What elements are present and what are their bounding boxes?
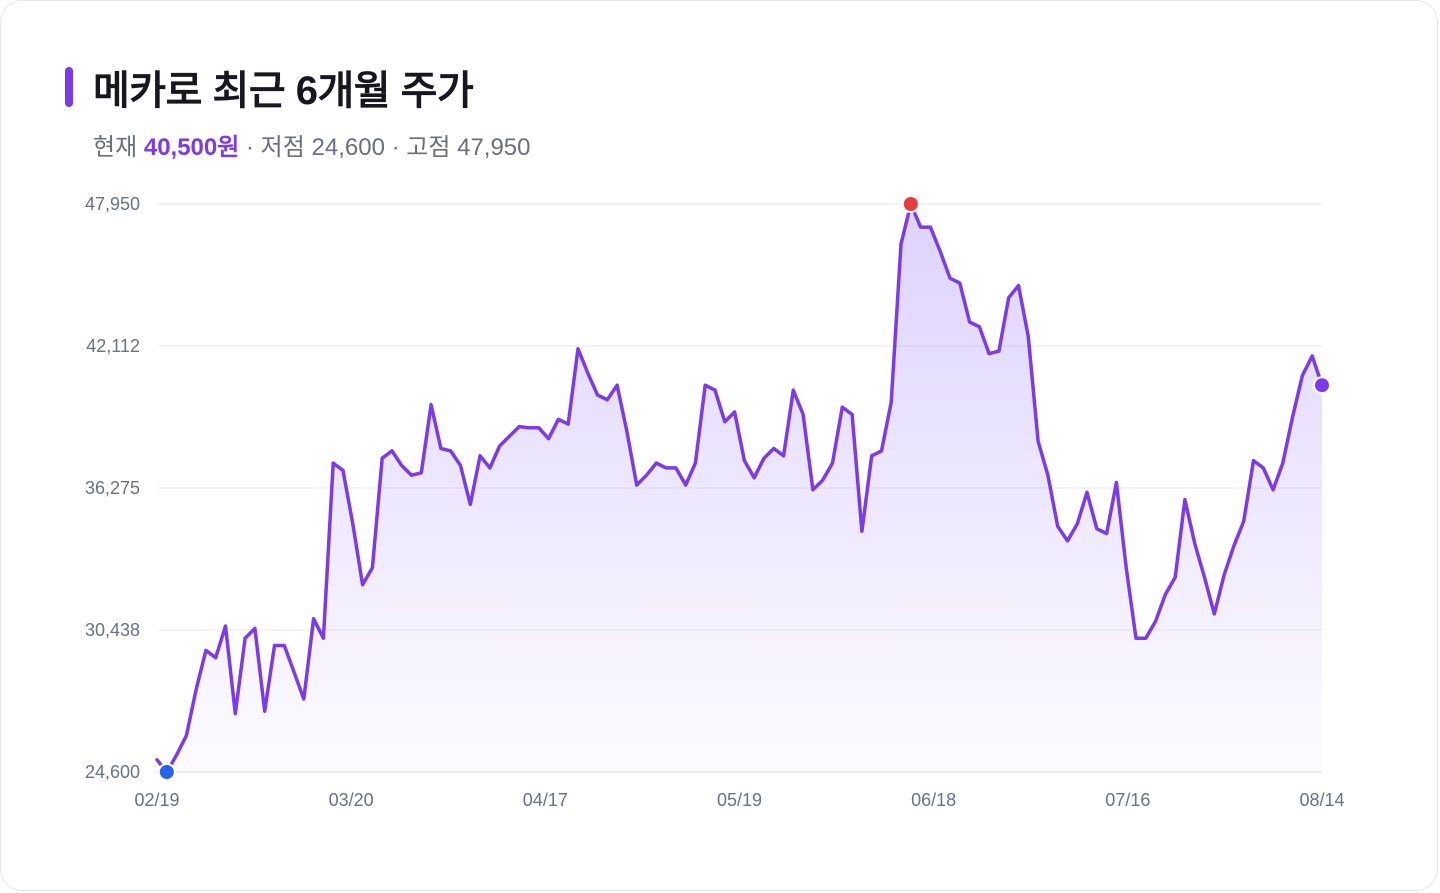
x-tick-label: 02/19: [134, 790, 179, 810]
low-marker: [157, 763, 176, 781]
x-tick-label: 07/16: [1105, 790, 1150, 810]
price-summary: 현재 40,500원 · 저점 24,600 · 고점 47,950: [93, 127, 531, 162]
x-tick-label: 06/18: [911, 790, 956, 810]
low-price: 24,600: [311, 134, 385, 161]
y-tick-label: 24,600: [85, 762, 140, 782]
y-tick-label: 36,275: [85, 478, 140, 498]
x-tick-label: 04/17: [523, 790, 568, 810]
current-marker: [1313, 376, 1331, 395]
current-label: 현재: [93, 134, 138, 161]
low-label: 저점: [260, 134, 305, 161]
x-tick-label: 03/20: [329, 790, 374, 810]
high-price: 47,950: [457, 134, 531, 161]
y-tick-label: 30,438: [85, 620, 140, 640]
high-marker: [901, 195, 920, 213]
summary-separator: ·: [384, 134, 407, 161]
summary-separator: ·: [239, 134, 261, 161]
current-price: 40,500원: [143, 134, 240, 161]
price-area: [157, 204, 1322, 772]
y-tick-label: 47,950: [85, 194, 140, 214]
x-tick-label: 08/14: [1299, 790, 1344, 810]
chart-title: 메카로 최근 6개월 주가: [93, 69, 474, 113]
high-label: 고점: [406, 134, 451, 161]
y-tick-label: 42,112: [86, 336, 140, 356]
title-accent-bar: [65, 67, 73, 107]
x-tick-label: 05/19: [717, 790, 762, 810]
title-row: 메카로 최근 6개월 주가: [65, 63, 474, 113]
price-line: [155, 202, 1324, 774]
